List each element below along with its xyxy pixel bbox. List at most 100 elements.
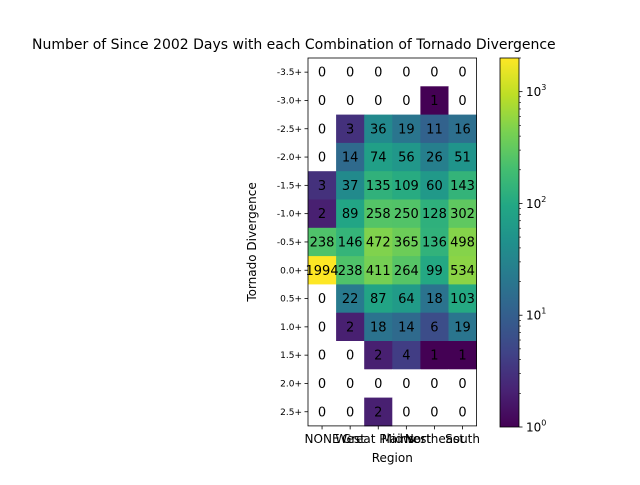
cell-value-label: 250 (394, 207, 419, 222)
heatmap-cell (420, 199, 449, 229)
heatmap-cell (448, 171, 477, 200)
cell-value-label: 0 (430, 405, 438, 420)
heatmap-cell (308, 86, 337, 115)
heatmap-cell (392, 369, 421, 398)
heatmap-cell (308, 284, 337, 314)
cell-value-label: 135 (366, 179, 391, 194)
cell-value-label: 0 (374, 94, 382, 109)
cell-value-label: 16 (454, 122, 471, 137)
cell-value-label: 146 (338, 235, 363, 250)
cell-value-label: 0 (374, 377, 382, 392)
cell-value-label: 74 (370, 151, 387, 166)
heatmap-cell (364, 227, 393, 257)
heatmap-cell (448, 199, 477, 229)
cell-value-label: 0 (402, 94, 410, 109)
heatmap-cell (364, 114, 393, 144)
cell-value-label: 0 (318, 151, 326, 166)
y-tick-label: -3.5+ (277, 68, 302, 78)
heatmap-cell (308, 114, 337, 144)
cell-value-label: 534 (450, 264, 475, 279)
cell-value-label: 0 (458, 405, 466, 420)
cell-value-label: 0 (318, 320, 326, 335)
heatmap-cell (308, 142, 337, 172)
cell-value-label: 0 (374, 66, 382, 81)
y-tick-label: -3.0+ (277, 96, 302, 106)
colorbar-tick-label: 100 (526, 419, 546, 435)
heatmap-cell (364, 142, 393, 172)
cell-value-label: 26 (426, 151, 443, 166)
heatmap-cell (448, 114, 477, 144)
cell-value-label: 0 (346, 66, 354, 81)
cell-value-label: 365 (394, 235, 419, 250)
cell-value-label: 18 (370, 320, 387, 335)
chart-title: Number of Since 2002 Days with each Comb… (32, 37, 556, 53)
heatmap-cell (336, 171, 365, 200)
cell-value-label: 0 (402, 377, 410, 392)
cell-value-label: 0 (318, 292, 326, 307)
heatmap-cell (364, 86, 393, 115)
heatmap-cell (448, 58, 477, 87)
cell-value-label: 0 (318, 405, 326, 420)
cell-value-label: 103 (450, 292, 475, 307)
heatmap-cell (392, 397, 421, 427)
cell-value-label: 18 (426, 292, 443, 307)
heatmap-cell (364, 256, 393, 285)
heatmap-cell (392, 114, 421, 144)
heatmap-cell (364, 171, 393, 200)
heatmap-cell (364, 397, 393, 427)
cell-value-label: 302 (450, 207, 475, 222)
cell-value-label: 238 (338, 264, 363, 279)
cell-value-label: 0 (346, 349, 354, 364)
cell-value-label: 19 (398, 122, 415, 137)
y-tick-label: -1.0+ (277, 210, 302, 220)
y-tick-label: 0.5+ (280, 295, 302, 305)
heatmap-cell (392, 58, 421, 87)
cell-value-label: 0 (346, 377, 354, 392)
cell-value-label: 0 (402, 66, 410, 81)
cell-value-label: 0 (458, 94, 466, 109)
heatmap-cell (336, 397, 365, 427)
x-axis-label: Region (372, 451, 413, 465)
colorbar-tick-label: 103 (526, 83, 546, 99)
cell-value-label: 143 (450, 179, 475, 194)
heatmap-cell (308, 312, 337, 342)
cell-value-label: 238 (310, 235, 335, 250)
heatmap-cell (308, 199, 337, 229)
heatmap-cell (392, 227, 421, 257)
cell-value-label: 1994 (306, 264, 339, 279)
heatmap-cell (308, 256, 337, 285)
cell-value-label: 11 (426, 122, 443, 137)
heatmap-cell (308, 171, 337, 200)
heatmap-cell (336, 199, 365, 229)
y-tick-label: 2.5+ (280, 408, 302, 418)
cell-value-label: 1 (430, 94, 438, 109)
cell-value-label: 0 (318, 94, 326, 109)
heatmap-cell (336, 86, 365, 115)
x-tick-label: NONE (305, 432, 340, 446)
heatmap-cell (420, 86, 449, 115)
heatmap-cell (448, 341, 477, 370)
cell-value-label: 2 (374, 349, 382, 364)
heatmap-cell (392, 256, 421, 285)
heatmap-cell (420, 114, 449, 144)
heatmap-cell (336, 142, 365, 172)
heatmap-cell (308, 397, 337, 427)
heatmap-cell (336, 227, 365, 257)
cell-value-label: 37 (342, 179, 359, 194)
heatmap-cell (392, 86, 421, 115)
heatmap-cell (420, 171, 449, 200)
heatmap-cell (364, 312, 393, 342)
cell-value-label: 4 (402, 349, 410, 364)
heatmap-cell (420, 369, 449, 398)
x-tick-label: Northeast (405, 432, 465, 446)
heatmap-cell (448, 312, 477, 342)
heatmap-cell (336, 341, 365, 370)
y-tick-label: -2.5+ (277, 125, 302, 135)
heatmap-cell (448, 284, 477, 314)
y-axis-label: Tornado Divergence (245, 182, 259, 302)
heatmap-cell (392, 171, 421, 200)
heatmap-cell (392, 312, 421, 342)
